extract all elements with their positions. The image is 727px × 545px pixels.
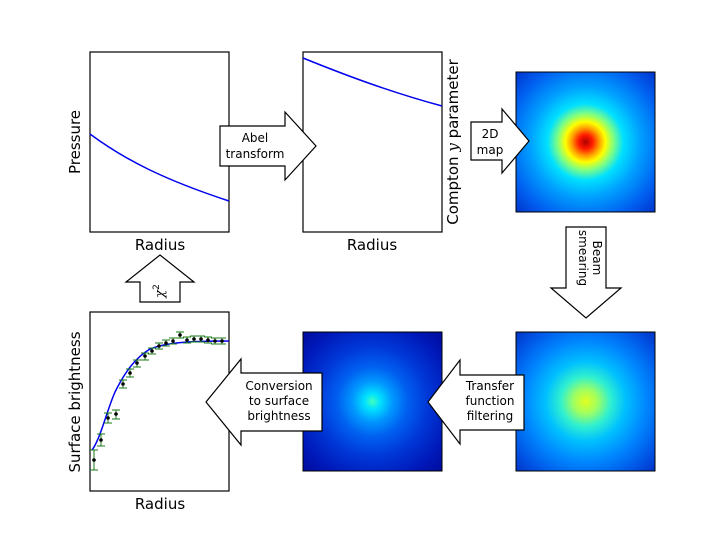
data-point	[133, 359, 141, 368]
filtered-map	[302, 331, 443, 472]
surface-panel: Surface brightness Radius	[66, 311, 230, 513]
data-point	[162, 339, 170, 347]
transfer-arrow-line3: filtering	[467, 409, 513, 423]
transfer-filtering-arrow: Transfer function filtering	[427, 358, 525, 446]
beam-smearing-arrow: Beam smearing	[549, 226, 623, 319]
map-2d-arrow: 2D map	[470, 107, 530, 175]
conversion-arrow-line3: brightness	[247, 409, 310, 423]
data-point	[211, 337, 219, 345]
pressure-ylabel: Pressure	[66, 110, 84, 174]
data-point	[90, 449, 98, 471]
data-point	[119, 379, 127, 389]
abel-arrow-line1: Abel	[242, 131, 269, 145]
conversion-arrow-line1: Conversion	[245, 379, 312, 393]
pressure-plot-frame	[89, 51, 230, 233]
surface-ylabel: Surface brightness	[66, 331, 84, 472]
data-point	[176, 331, 184, 339]
compton-curve	[302, 57, 443, 107]
data-point	[112, 409, 120, 420]
pressure-curve	[89, 133, 230, 202]
compton-2d-map	[515, 71, 656, 213]
chi-squared-label: χ2	[152, 284, 168, 299]
abel-transform-arrow: Abel transform	[219, 110, 317, 182]
map2d-arrow-line2: map	[477, 143, 504, 157]
data-point	[104, 412, 112, 424]
chi-squared-arrow: χ2	[124, 254, 196, 303]
data-point	[126, 368, 134, 378]
surface-xlabel: Radius	[135, 495, 185, 513]
transfer-arrow-line1: Transfer	[465, 379, 514, 393]
data-point	[190, 335, 198, 343]
compton-panel: Compton y parameter Radius	[302, 51, 462, 254]
data-point	[183, 336, 191, 344]
data-point	[148, 347, 156, 355]
compton-xlabel: Radius	[347, 236, 397, 254]
data-point	[197, 335, 205, 343]
beam-smeared-map	[515, 331, 656, 472]
surface-model-curve	[91, 340, 230, 451]
data-point	[141, 352, 149, 361]
beam-arrow-line2: smearing	[576, 230, 590, 286]
compton-ylabel: Compton y parameter	[444, 58, 462, 224]
data-point	[218, 337, 226, 345]
data-point	[169, 337, 177, 345]
abel-arrow-line2: transform	[226, 147, 285, 161]
data-point	[204, 336, 212, 344]
beam-arrow-line1: Beam	[590, 241, 604, 276]
data-point	[155, 342, 163, 350]
surface-data-points	[90, 331, 226, 471]
pressure-xlabel: Radius	[135, 236, 185, 254]
map2d-arrow-line1: 2D	[482, 127, 499, 141]
transfer-arrow-line2: function	[465, 394, 514, 408]
conversion-arrow-line2: to surface	[249, 394, 309, 408]
pressure-panel: Pressure Radius	[66, 51, 230, 254]
compton-plot-frame	[302, 51, 443, 233]
conversion-arrow: Conversion to surface brightness	[205, 357, 323, 447]
data-point	[97, 433, 105, 447]
